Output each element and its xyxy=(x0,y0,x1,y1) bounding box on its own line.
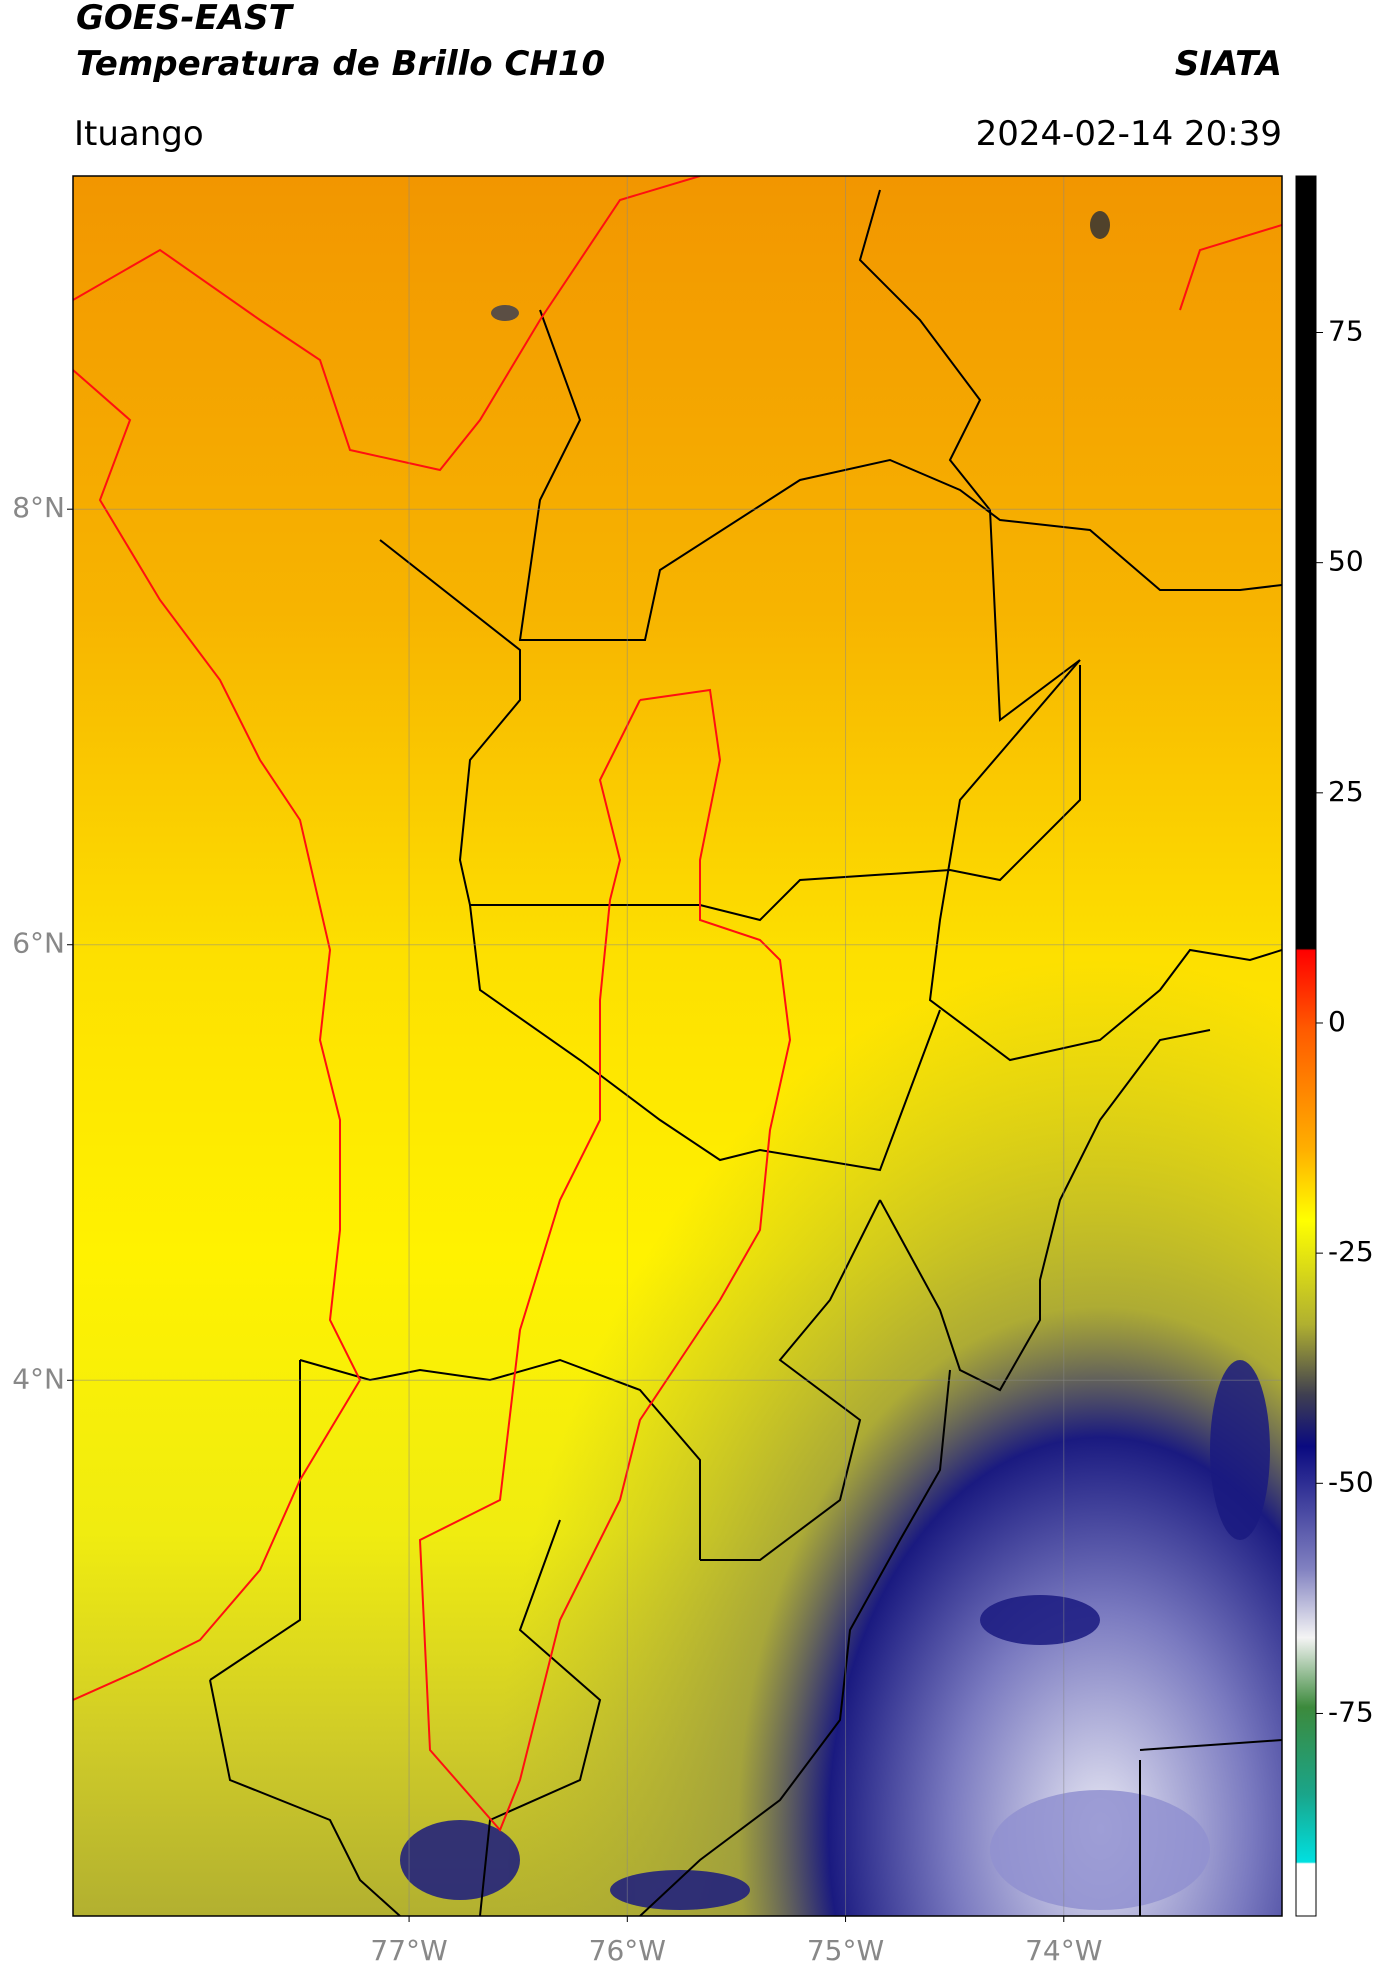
colorbar-tick-label: -25 xyxy=(1328,1235,1374,1268)
colorbar-tick-label: 75 xyxy=(1328,315,1364,348)
subtitle: Temperatura de Brillo CH10 xyxy=(76,44,606,84)
lon-label: 74°W xyxy=(1025,1934,1102,1967)
colorbar-tick-label: -50 xyxy=(1328,1465,1374,1498)
cold-clouds xyxy=(400,211,1270,1910)
lon-label: 75°W xyxy=(807,1934,884,1967)
map-frame xyxy=(72,175,1283,1917)
colorbar xyxy=(1295,175,1317,1917)
lon-label: 77°W xyxy=(370,1934,447,1967)
coastline xyxy=(73,176,1282,1832)
lat-label: 8°N xyxy=(12,491,65,524)
lat-label: 4°N xyxy=(12,1362,65,1395)
map-area xyxy=(73,176,1282,1916)
storm-field xyxy=(73,176,1282,1916)
lon-label: 76°W xyxy=(589,1934,666,1967)
graticule xyxy=(67,176,1282,1922)
brand: SIATA xyxy=(1174,44,1282,84)
datetime: 2024-02-14 20:39 xyxy=(975,114,1282,154)
location: Ituango xyxy=(74,114,204,154)
colorbar-tick-label: -75 xyxy=(1328,1695,1374,1728)
title: GOES-EAST xyxy=(76,0,292,38)
colorbar-tick-label: 0 xyxy=(1328,1005,1346,1038)
colorbar-tick-label: 50 xyxy=(1328,545,1364,578)
lat-label: 6°N xyxy=(12,927,65,960)
colorbar-tick-label: 25 xyxy=(1328,775,1364,808)
